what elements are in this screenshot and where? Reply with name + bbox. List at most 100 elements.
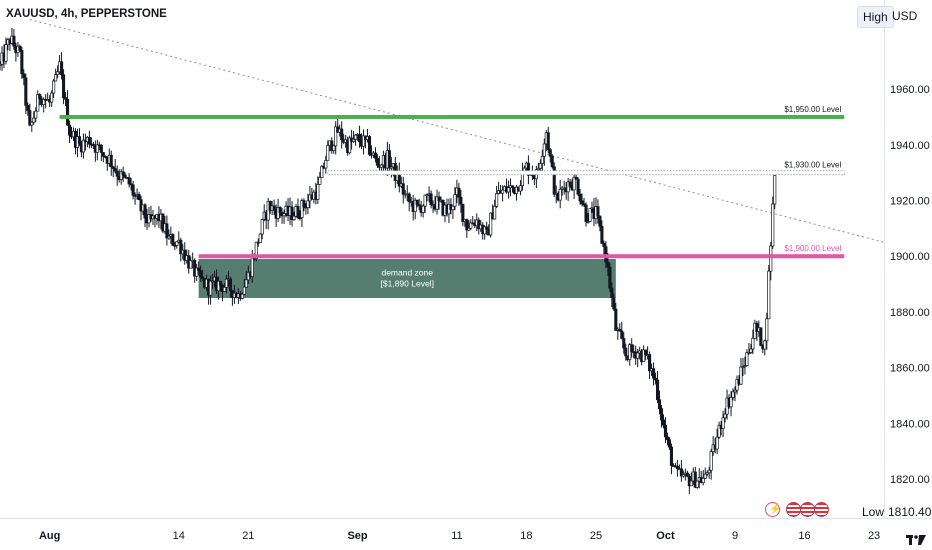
candle-body — [373, 152, 378, 159]
candle-body — [701, 477, 705, 483]
candle-body — [34, 110, 38, 119]
candle-body — [608, 266, 612, 289]
price-tick-label: 1840.00 — [890, 418, 930, 430]
candle-body — [620, 330, 624, 339]
candle-body — [20, 50, 24, 75]
candle-body — [518, 185, 523, 192]
candle-body — [421, 205, 425, 213]
candle-body — [290, 206, 294, 220]
candle-body — [250, 257, 254, 277]
price-tick-label: 1860.00 — [890, 363, 930, 375]
candle-body — [461, 203, 465, 222]
candle-body — [584, 204, 588, 222]
us-flag-icon[interactable] — [814, 502, 829, 517]
candle-body — [242, 286, 246, 295]
low-value: 1810.40 — [888, 505, 932, 519]
candle-body — [540, 155, 544, 164]
candle-body — [749, 348, 753, 353]
candle-body — [95, 144, 99, 153]
candle-body — [56, 71, 60, 75]
candle-body — [741, 366, 745, 368]
tradingview-logo-icon — [906, 535, 926, 545]
candle-body — [326, 145, 330, 161]
candle-body — [679, 468, 683, 477]
candle-body — [610, 287, 614, 299]
demand-zone-box — [198, 259, 616, 298]
candle-body — [485, 226, 489, 230]
candle-body — [24, 77, 28, 106]
lightning-icon[interactable]: ⚡ — [765, 502, 781, 517]
candle-body — [77, 136, 82, 144]
candle-body — [401, 183, 405, 195]
time-axis: Aug 14 21 Sep 11 18 25 Oct 9 16 23 — [39, 530, 880, 542]
candle-body — [222, 286, 227, 292]
demand-zone-label: demand zone — [381, 267, 433, 277]
candle-body — [12, 35, 16, 47]
us-flag-icon[interactable] — [800, 502, 815, 517]
candle-body — [743, 365, 747, 367]
candle-body — [661, 419, 666, 426]
candle-body — [201, 276, 205, 279]
us-flag-icon[interactable] — [786, 502, 801, 517]
high-low-button[interactable]: High — [857, 6, 894, 28]
candle-body — [755, 322, 759, 332]
candle-body — [28, 110, 32, 126]
candle-body — [628, 344, 632, 360]
candle-body — [465, 219, 469, 231]
candle-body — [489, 212, 493, 236]
time-tick-label: 14 — [173, 530, 185, 542]
candle-body — [769, 245, 773, 272]
time-tick-label: Aug — [39, 530, 60, 542]
candle-body — [695, 480, 699, 488]
candle-body — [348, 137, 352, 154]
candle-body — [747, 352, 751, 354]
price-tick-label: 1940.00 — [890, 140, 930, 152]
candle-body — [81, 139, 85, 153]
candle-body — [675, 465, 679, 470]
candle-body — [453, 194, 457, 207]
candle-body — [260, 219, 264, 235]
candle-body — [302, 200, 306, 208]
candle-body — [67, 124, 72, 136]
level-1900-line — [198, 254, 845, 259]
candle-body — [542, 143, 546, 157]
candle-body — [306, 200, 310, 209]
candle-body — [4, 44, 8, 62]
candle-body — [354, 134, 358, 140]
low-label: Low — [862, 505, 885, 519]
candle-body — [111, 166, 115, 169]
candle-body — [558, 188, 562, 201]
candle-body — [209, 280, 213, 296]
candle-body — [30, 121, 34, 126]
candle-body — [425, 194, 429, 197]
candle-body — [735, 379, 739, 391]
candle-body — [495, 193, 499, 207]
candle-body — [298, 217, 302, 219]
currency-button[interactable]: USD — [892, 9, 918, 23]
candle-body — [751, 338, 755, 350]
candle-body — [721, 417, 725, 429]
candle-body — [42, 99, 46, 105]
candle-body — [123, 174, 127, 178]
price-tick-label: 1920.00 — [890, 196, 930, 208]
candle-body — [324, 159, 328, 169]
candle-body — [131, 184, 135, 196]
candle-body — [624, 347, 628, 357]
candle-body — [652, 368, 656, 379]
level-1950-label: $1,950.00 Level — [784, 105, 841, 114]
price-tick-label: 1880.00 — [890, 307, 930, 319]
candle-body — [103, 155, 107, 158]
candle-body — [161, 213, 165, 232]
candle-body — [586, 221, 590, 223]
candle-body — [648, 354, 652, 372]
candle-body — [54, 74, 58, 82]
candle-body — [0, 63, 2, 66]
candle-body — [254, 241, 258, 260]
candle-body — [602, 242, 606, 248]
candle-body — [435, 196, 439, 210]
demand-zone-price-label: [$1,890 Level] — [381, 278, 434, 288]
candle-body — [32, 117, 36, 123]
candle-body — [739, 366, 743, 385]
price-tick-label: 1960.00 — [890, 84, 930, 96]
